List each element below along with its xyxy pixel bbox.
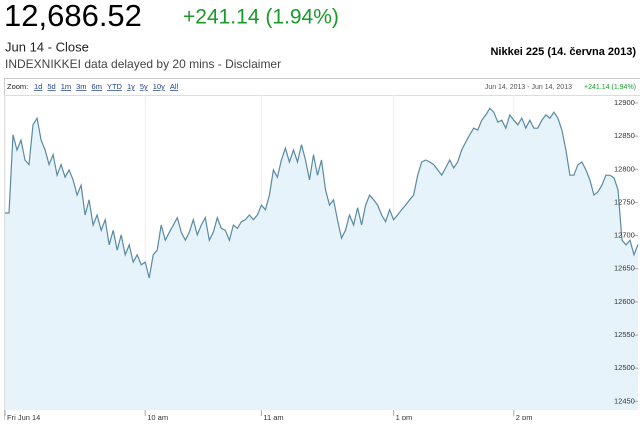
x-tick-label: 11 am [263,413,283,420]
zoom-option[interactable]: 1m [61,82,71,91]
y-tick-label: 12600 [614,297,635,306]
zoom-option[interactable]: 10y [153,82,165,91]
y-tick-label: 12500 [614,363,635,372]
y-tick-label: 12800 [614,164,635,173]
y-tick-label: 12900 [614,98,635,107]
zoom-option[interactable]: 1d [34,82,42,91]
zoom-option[interactable]: 3m [76,82,86,91]
range-change: +241.14 (1.94%) [584,84,636,91]
close-label: Jun 14 - Close [5,39,89,54]
x-tick-label: Fri Jun 14 [7,413,40,420]
index-name: Nikkei 225 (14. června 2013) [490,46,636,58]
price: 12,686.52 [4,0,142,33]
x-tick-label: 10 am [147,413,168,420]
zoom-option[interactable]: YTD [107,82,123,91]
y-tick-label: 12700 [614,231,635,240]
zoom-option[interactable]: 5d [47,82,55,91]
zoom-option[interactable]: 6m [92,82,102,91]
x-tick-label: 2 pm [516,413,533,420]
y-tick-label: 12450 [614,396,635,405]
y-tick-label: 12550 [614,330,635,339]
y-tick-label: 12850 [614,131,635,140]
change: +241.14 (1.94%) [183,6,339,29]
x-tick-label: 1 pm [396,413,413,420]
zoom-option[interactable]: 1y [127,82,135,91]
zoom-option[interactable]: 5y [140,82,148,91]
range: Jun 14, 2013 - Jun 14, 2013 [485,84,572,91]
source: INDEXNIKKEI data delayed by 20 mins - Di… [5,57,281,71]
zoom-label: Zoom: [7,82,28,91]
zoom-option[interactable]: All [170,82,179,91]
y-tick-label: 12650 [614,264,635,273]
y-tick-label: 12750 [614,197,635,206]
zoom-options: 1d 5d 1m 3m 6m YTD 1y 5y 10y All [34,82,179,91]
